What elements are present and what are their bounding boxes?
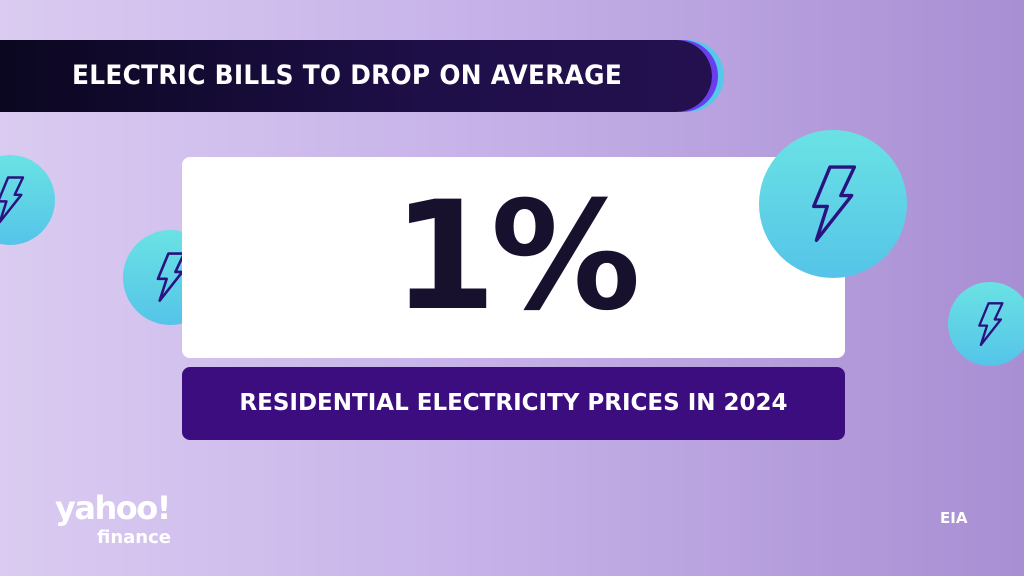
bolt-circle	[759, 130, 907, 278]
stat-label: RESIDENTIAL ELECTRICITY PRICES IN 2024	[239, 390, 788, 416]
headline-banner: ELECTRIC BILLS TO DROP ON AVERAGE	[0, 40, 712, 112]
bolt-circle	[948, 282, 1024, 366]
stat-label-bar: RESIDENTIAL ELECTRICITY PRICES IN 2024	[182, 367, 845, 440]
stat-value: 1%	[392, 170, 641, 344]
logo-main: yahoo!	[55, 489, 171, 527]
lightning-bolt-icon	[0, 176, 25, 224]
headline-title: ELECTRIC BILLS TO DROP ON AVERAGE	[72, 60, 623, 91]
bolt-circle	[0, 155, 55, 245]
lightning-bolt-icon	[978, 302, 1004, 346]
source-label: EIA	[940, 509, 968, 527]
stat-card: 1%	[182, 157, 845, 358]
lightning-bolt-icon	[812, 165, 857, 243]
yahoo-finance-logo: yahoo! finance	[55, 490, 171, 548]
logo-sub: finance	[97, 527, 171, 548]
